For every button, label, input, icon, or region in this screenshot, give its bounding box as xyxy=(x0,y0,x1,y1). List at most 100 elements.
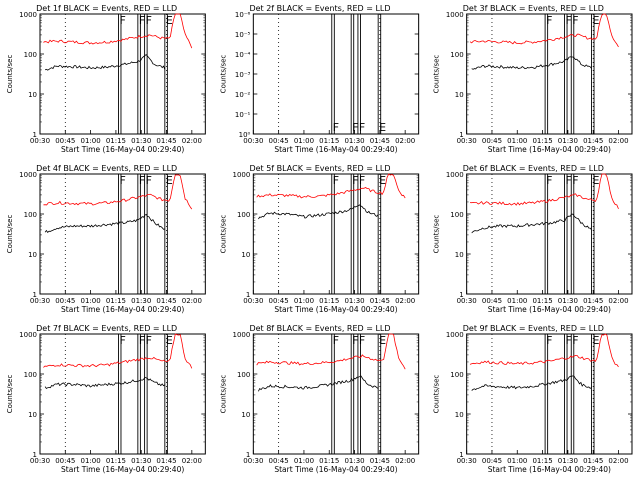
x-tick-label: 01:15 xyxy=(532,137,552,145)
flag-label: E xyxy=(593,174,600,187)
y-tick-label: 1000 xyxy=(233,171,251,179)
flag-label: F xyxy=(566,14,572,27)
x-tick-label: 01:45 xyxy=(370,297,390,305)
x-tick-label: 01:00 xyxy=(507,297,527,305)
y-tick-label: 10⁻⁶ xyxy=(235,11,251,19)
x-tick-label: 01:30 xyxy=(131,137,151,145)
x-axis-label: Start Time (16-May-04 00:29:40) xyxy=(274,305,397,314)
y-tick-label: 10 xyxy=(28,91,37,99)
x-tick-label: 00:30 xyxy=(457,457,477,465)
flag-label: F xyxy=(139,14,145,27)
flag-label: F xyxy=(572,14,578,27)
flag-label: E xyxy=(379,121,386,134)
y-tick-label: 1 xyxy=(33,291,37,299)
plot-frame xyxy=(466,333,633,455)
flag-label: F xyxy=(566,334,572,347)
y-tick-label: 10 xyxy=(241,251,250,259)
plot-frame xyxy=(39,13,206,135)
x-tick-label: 02:00 xyxy=(608,457,628,465)
flag-label: F xyxy=(359,174,365,187)
x-tick-label: 02:00 xyxy=(395,137,415,145)
flag-label: E xyxy=(166,14,173,27)
lld-series-line xyxy=(43,333,193,369)
x-tick-label: 00:45 xyxy=(482,137,502,145)
x-tick-label: 00:45 xyxy=(55,137,75,145)
flag-label: F xyxy=(572,174,578,187)
lld-series-line xyxy=(256,173,406,199)
x-tick-label: 00:45 xyxy=(482,297,502,305)
events-series-line xyxy=(471,56,592,70)
flag-label: E xyxy=(379,174,386,187)
events-series-line xyxy=(258,204,379,220)
plot-frame xyxy=(466,13,633,135)
events-series-line xyxy=(471,213,592,234)
flag-label: F xyxy=(119,334,125,347)
lld-series-line xyxy=(256,333,406,370)
lld-series-line xyxy=(43,13,193,49)
x-tick-label: 01:00 xyxy=(294,297,314,305)
y-tick-label: 10⁰ xyxy=(239,131,251,139)
plot-frame xyxy=(466,173,633,295)
x-tick-label: 01:00 xyxy=(294,137,314,145)
y-tick-label: 10 xyxy=(28,411,37,419)
x-axis-label: Start Time (16-May-04 00:29:40) xyxy=(61,305,184,314)
x-tick-label: 02:00 xyxy=(182,137,202,145)
events-series-line xyxy=(258,375,379,392)
flag-label: F xyxy=(359,121,365,134)
y-tick-label: 10 xyxy=(241,411,250,419)
y-tick-label: 1 xyxy=(246,451,250,459)
x-tick-label: 02:00 xyxy=(182,297,202,305)
flag-label: F xyxy=(333,174,339,187)
x-axis-label: Start Time (16-May-04 00:29:40) xyxy=(274,465,397,474)
flag-label: F xyxy=(566,174,572,187)
flag-label: F xyxy=(139,174,145,187)
y-tick-label: 10⁻¹ xyxy=(235,111,251,119)
y-tick-label: 10 xyxy=(28,251,37,259)
plot-frame xyxy=(252,173,420,295)
panel-title: Det 9f BLACK = Events, RED = LLD xyxy=(463,324,604,333)
panel-title: Det 3f BLACK = Events, RED = LLD xyxy=(463,4,604,13)
x-axis-label: Start Time (16-May-04 00:29:40) xyxy=(61,145,184,154)
x-tick-label: 00:45 xyxy=(269,137,289,145)
x-tick-label: 02:00 xyxy=(182,457,202,465)
x-tick-label: 01:45 xyxy=(583,137,603,145)
y-tick-label: 1 xyxy=(33,451,37,459)
panel-title: Det 8f BLACK = Events, RED = LLD xyxy=(249,324,390,333)
y-tick-label: 1 xyxy=(459,451,463,459)
x-tick-label: 00:30 xyxy=(243,137,263,145)
flag-label: F xyxy=(333,334,339,347)
x-tick-label: 01:30 xyxy=(558,457,578,465)
flag-label: E xyxy=(166,174,173,187)
y-tick-label: 1000 xyxy=(446,11,464,19)
y-axis-label: Counts/sec xyxy=(433,215,441,254)
x-tick-label: 01:45 xyxy=(156,297,176,305)
flag-label: F xyxy=(352,334,358,347)
y-tick-label: 1 xyxy=(459,131,463,139)
y-axis-label: Counts/sec xyxy=(6,215,14,254)
x-tick-label: 02:00 xyxy=(395,457,415,465)
flag-label: F xyxy=(139,334,145,347)
flag-label: E xyxy=(379,334,386,347)
y-tick-label: 10 xyxy=(455,91,464,99)
events-series-line xyxy=(44,213,165,233)
x-tick-label: 01:00 xyxy=(81,457,101,465)
plot-frame xyxy=(39,173,206,295)
x-tick-label: 01:00 xyxy=(294,457,314,465)
x-tick-label: 00:30 xyxy=(243,297,263,305)
flag-label: F xyxy=(333,121,339,134)
y-tick-label: 1000 xyxy=(446,331,464,339)
x-axis-label: Start Time (16-May-04 00:29:40) xyxy=(274,145,397,154)
y-axis-label: Counts/sec xyxy=(433,375,441,414)
y-tick-label: 10⁻³ xyxy=(235,71,251,79)
flag-label: F xyxy=(146,334,152,347)
y-tick-label: 1000 xyxy=(19,11,37,19)
x-tick-label: 01:15 xyxy=(106,457,126,465)
x-tick-label: 01:00 xyxy=(81,137,101,145)
y-tick-label: 10⁻² xyxy=(235,91,251,99)
plot-frame xyxy=(252,333,420,455)
